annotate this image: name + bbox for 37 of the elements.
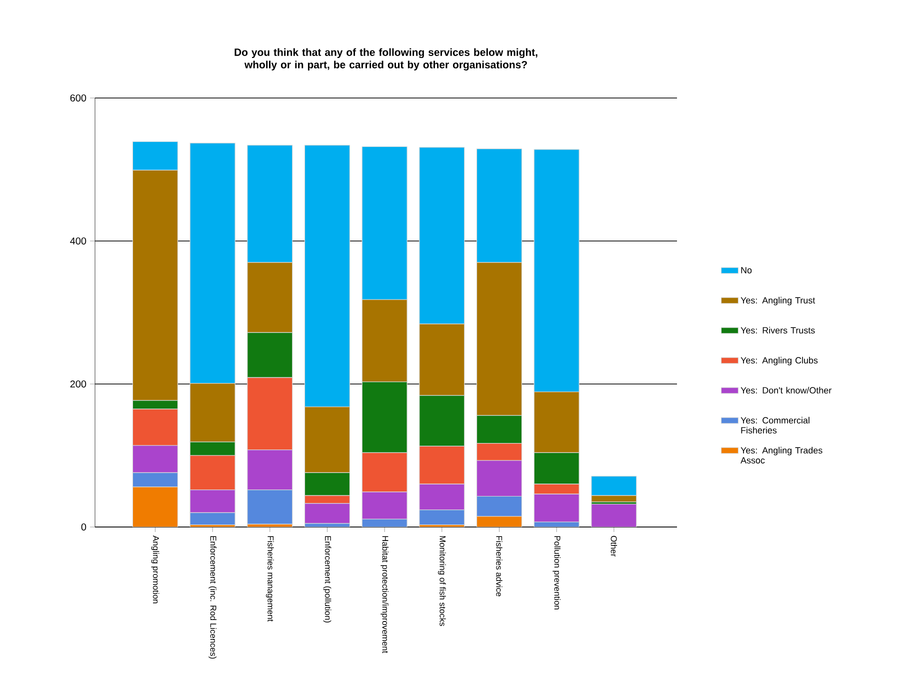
bar: [476, 516, 522, 527]
x-tick-label: Fisheries management: [266, 536, 274, 622]
y-tick-label: 200: [70, 380, 86, 388]
legend-label: No: [741, 267, 752, 274]
y-tick-label: 600: [70, 94, 86, 102]
bar: [132, 472, 178, 488]
bar: [362, 492, 408, 520]
bar: [132, 445, 178, 473]
legend-label: Yes: Don't know/Other: [740, 386, 832, 394]
bar: [247, 490, 293, 524]
bar: [591, 504, 637, 527]
x-tick-label: Pollution prevention: [552, 536, 561, 610]
x-tick-label: Enforcement (inc. Rod Licences): [208, 536, 216, 659]
x-tick-label: Fisheries advice: [496, 536, 502, 596]
x-tick-label: Angling promotion: [151, 536, 160, 604]
bar: [304, 503, 350, 524]
bar: [534, 494, 580, 522]
x-tick-label: Other: [610, 536, 618, 557]
legend-label: Yes: Angling Trades Assoc: [740, 446, 822, 464]
bar: [190, 490, 236, 513]
legend-label: Yes: Commercial Fisheries: [740, 416, 810, 434]
bar: [247, 449, 293, 490]
bar: [476, 460, 522, 497]
x-tick-label: Habitat protection/improvement: [380, 536, 389, 654]
chart-title: Do you think that any of the following services below might, wholly or in part, be carried out by other organisations?: [234, 48, 538, 71]
legend-label: Yes: Angling Trust: [740, 296, 816, 306]
bar: [419, 510, 465, 526]
bar: [190, 512, 236, 526]
legend-label: Yes: Rivers Trusts: [740, 326, 815, 334]
bar: [476, 496, 522, 517]
bar: [419, 484, 465, 510]
y-tick-label: 0: [81, 523, 86, 531]
x-tick-label: Enforcement (pollution): [323, 536, 332, 623]
bar: [132, 486, 178, 527]
x-tick-label: Monitoring of fish stocks: [438, 536, 446, 626]
legend-label: Yes: Angling Clubs: [740, 356, 818, 366]
y-tick-label: 400: [70, 237, 86, 245]
